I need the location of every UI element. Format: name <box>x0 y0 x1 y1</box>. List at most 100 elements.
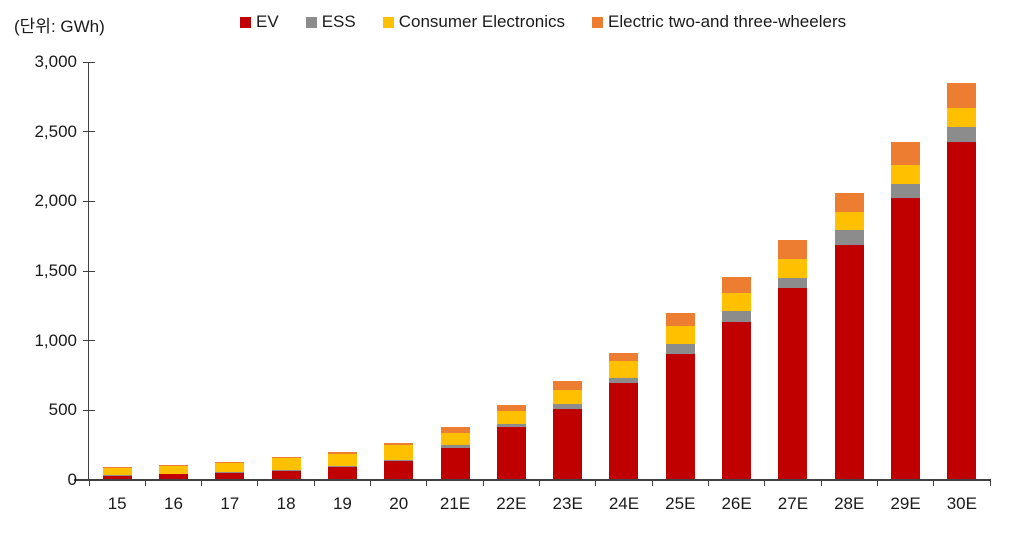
legend-label: EV <box>256 12 279 31</box>
stacked-bar-28E <box>834 193 864 479</box>
legend-swatch-icon <box>592 16 603 28</box>
bar-segment-electric-two-and-three-wheelers <box>891 141 921 165</box>
bar-segment-consumer-electronics <box>834 212 864 230</box>
bar-segment-ev <box>440 447 470 479</box>
legend-swatch-icon <box>240 16 251 28</box>
x-category-label: 27E <box>777 494 809 513</box>
x-tick-mark <box>539 481 540 486</box>
bar-segment-ev <box>384 460 414 479</box>
stacked-bar-24E <box>609 352 639 479</box>
bar-segment-ev <box>215 472 245 479</box>
x-category-label: 23E <box>552 494 583 513</box>
y-tick-mark <box>83 340 95 342</box>
x-tick-mark <box>482 481 484 486</box>
legend-swatch-icon <box>305 16 317 28</box>
x-category-label: 15 <box>107 494 127 513</box>
stacked-bar-25E <box>665 313 695 479</box>
x-category-label: 19 <box>332 494 352 513</box>
bar-segment-ess <box>834 229 864 245</box>
stacked-bar-21E <box>440 427 470 479</box>
bar-segment-ev <box>722 321 752 479</box>
bar-segment-electric-two-and-three-wheelers <box>158 464 188 467</box>
bar-segment-ess <box>778 277 808 289</box>
bar-segment-ev <box>158 474 188 479</box>
x-tick-mark <box>88 481 90 486</box>
bar-segment-consumer-electronics <box>384 445 414 460</box>
y-axis-line <box>88 62 89 481</box>
stacked-bar-19 <box>327 452 357 479</box>
y-tick-mark <box>83 409 95 411</box>
x-tick-mark <box>764 481 766 486</box>
y-tick-label: 1,500 <box>34 261 77 280</box>
bar-segment-consumer-electronics <box>947 107 977 127</box>
bar-segment-ess <box>947 126 977 142</box>
legend-item-4: Electric two-and three-wheelers <box>592 12 846 32</box>
bar-segment-consumer-electronics <box>215 463 245 473</box>
bar-segment-consumer-electronics <box>665 326 695 344</box>
bar-segment-electric-two-and-three-wheelers <box>665 313 695 327</box>
bar-segment-consumer-electronics <box>327 453 357 467</box>
bar-segment-ev <box>553 408 583 479</box>
x-tick-mark <box>144 481 146 486</box>
x-category-label: 28E <box>834 494 865 513</box>
bar-segment-ev <box>778 288 808 479</box>
stacked-bar-27E <box>778 239 808 479</box>
stacked-bar-22E <box>496 405 526 479</box>
bar-segment-electric-two-and-three-wheelers <box>609 352 639 362</box>
bar-segment-electric-two-and-three-wheelers <box>215 461 245 463</box>
bar-segment-ess <box>609 378 639 383</box>
stacked-bar-17 <box>215 461 245 479</box>
x-category-label: 22E <box>496 494 527 513</box>
x-tick-mark <box>257 481 259 486</box>
stacked-bar-26E <box>722 277 752 479</box>
y-tick-mark <box>83 131 95 133</box>
bar-segment-ev <box>609 382 639 479</box>
bar-segment-ess <box>271 469 301 471</box>
bar-segment-ess <box>327 466 357 468</box>
bar-segment-consumer-electronics <box>496 411 526 425</box>
y-tick-label: 0 <box>67 470 77 489</box>
stacked-bar-30E <box>947 83 977 479</box>
stacked-bar-23E <box>553 381 583 479</box>
bar-segment-ev <box>891 197 921 479</box>
y-tick-mark <box>83 200 95 202</box>
x-category-label: 26E <box>721 494 752 513</box>
bar-segment-electric-two-and-three-wheelers <box>496 405 526 412</box>
bar-segment-ess <box>440 445 470 448</box>
bar-segment-electric-two-and-three-wheelers <box>947 83 977 108</box>
legend-swatch-icon <box>382 16 394 28</box>
legend: EV ESS Consumer Electronics Electric two-an… <box>240 12 846 32</box>
bar-segment-ev <box>496 426 526 479</box>
y-tick-label: 2,000 <box>34 191 77 211</box>
y-tick-mark <box>83 479 95 481</box>
bar-segment-electric-two-and-three-wheelers <box>327 452 357 454</box>
x-category-label: 16 <box>164 494 183 513</box>
x-tick-mark <box>595 481 597 486</box>
y-tick-label: 1,000 <box>34 330 77 350</box>
bar-segment-ev <box>834 244 864 479</box>
x-tick-mark <box>370 481 372 486</box>
bar-segment-electric-two-and-three-wheelers <box>553 381 583 390</box>
bar-segment-electric-two-and-three-wheelers <box>271 456 301 459</box>
bar-segment-consumer-electronics <box>440 433 470 446</box>
bar-segment-ev <box>327 467 357 479</box>
x-category-label: 17 <box>220 494 240 513</box>
unit-label: (단위: GWh) <box>14 17 105 36</box>
bar-segment-consumer-electronics <box>553 389 583 405</box>
stacked-bar-18 <box>271 456 301 479</box>
legend-label: Electric two-and three-wheelers <box>608 12 847 31</box>
legend-label: ESS <box>321 12 356 31</box>
x-category-label: 24E <box>608 494 640 513</box>
stacked-bar-29E <box>891 141 921 479</box>
bar-segment-ev <box>271 470 301 479</box>
bar-segment-ess <box>722 310 752 322</box>
bar-segment-electric-two-and-three-wheelers <box>834 193 864 213</box>
y-tick-label: 2,500 <box>34 121 77 141</box>
x-tick-mark <box>201 481 203 486</box>
x-tick-mark <box>651 481 653 486</box>
bar-segment-consumer-electronics <box>778 259 808 278</box>
bar-segment-ess <box>553 404 583 409</box>
legend-item-1: EV <box>240 12 279 32</box>
x-tick-mark <box>426 481 428 486</box>
